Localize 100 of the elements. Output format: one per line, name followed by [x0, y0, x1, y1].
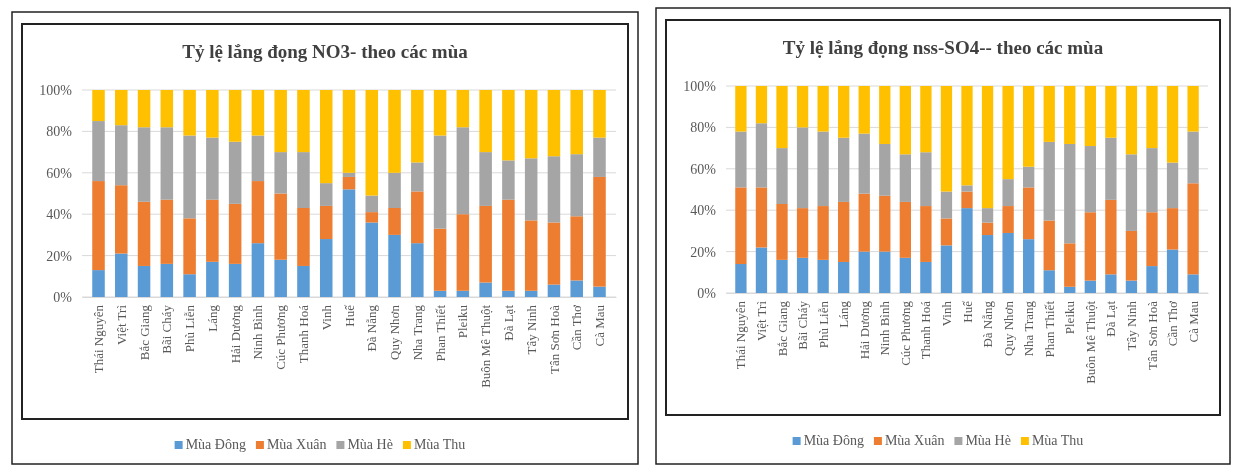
x-tick-label: Cúc Phương	[897, 300, 913, 366]
bar	[433, 135, 447, 229]
bar	[858, 86, 870, 134]
bar	[1084, 280, 1096, 293]
bar	[1166, 86, 1179, 163]
x-tick-label: Cần Thơ	[1165, 299, 1181, 347]
bar	[961, 185, 973, 192]
legend-label: Mùa Hè	[965, 433, 1011, 448]
x-tick-label: Phan Thiết	[432, 304, 448, 362]
bar	[297, 90, 310, 153]
bar	[1023, 187, 1035, 240]
x-tick-label: Huế	[959, 299, 975, 323]
bar	[593, 286, 606, 297]
bar	[502, 199, 515, 291]
bar	[547, 90, 561, 157]
x-tick-label: Ninh Bình	[250, 304, 266, 360]
bar	[879, 86, 891, 144]
x-tick-label: Pleiku	[455, 304, 471, 339]
y-tick-label: 20%	[46, 248, 73, 264]
bar	[251, 243, 265, 297]
x-tick-label: Pleiku	[1062, 300, 1078, 335]
bar	[1064, 143, 1076, 244]
bar	[479, 282, 492, 297]
bar	[817, 206, 829, 260]
bar	[1125, 154, 1138, 231]
legend-label: Mùa Xuân	[884, 433, 945, 448]
bar	[183, 135, 196, 219]
x-tick-label: Tân Sơn Hoà	[1144, 300, 1160, 370]
bar	[160, 90, 174, 128]
bar	[1002, 232, 1014, 293]
x-tick-label: Nha Trang	[409, 304, 425, 361]
bar	[1166, 249, 1179, 293]
chart-title: Tỷ lệ lắng đọng NO3- theo các mùa	[182, 41, 469, 62]
bar	[755, 86, 768, 124]
bar	[1187, 183, 1199, 275]
bar	[342, 172, 356, 177]
bar	[1002, 206, 1014, 233]
bar	[981, 222, 994, 236]
bar	[137, 90, 151, 128]
bar	[251, 135, 265, 182]
legend-label: Mùa Đông	[185, 437, 246, 452]
bar	[981, 235, 994, 293]
x-tick-label: Buôn Mê Thuột	[478, 304, 494, 388]
bar	[115, 90, 128, 126]
bar	[251, 90, 265, 136]
legend-label: Mùa Hè	[347, 437, 393, 452]
bar	[796, 208, 809, 258]
bar	[1023, 166, 1035, 188]
x-tick-label: Hải Dương	[856, 300, 872, 360]
bar	[1043, 270, 1055, 293]
bar	[838, 201, 850, 262]
bar	[1064, 286, 1076, 293]
x-tick-label: Thái Nguyên	[91, 304, 107, 374]
bar	[228, 90, 242, 142]
bar	[456, 127, 470, 215]
bar	[388, 207, 401, 235]
bar	[411, 90, 424, 163]
bar	[183, 218, 196, 275]
bar	[183, 90, 196, 136]
y-tick-label: 0%	[53, 289, 73, 305]
bar	[456, 290, 470, 297]
bar	[920, 86, 932, 153]
x-tick-label: Việt Trì	[754, 300, 770, 342]
bar	[1084, 86, 1096, 147]
bar	[570, 90, 583, 155]
bar	[796, 86, 809, 128]
bar	[319, 90, 333, 184]
bar	[920, 206, 932, 262]
bar	[755, 247, 768, 293]
bar	[796, 127, 809, 209]
bar	[115, 125, 128, 186]
bar	[1023, 86, 1035, 167]
x-tick-label: Bắc Giang	[774, 300, 790, 357]
bar	[274, 193, 287, 260]
bar	[319, 205, 333, 240]
bar	[1146, 148, 1158, 213]
bar	[206, 199, 219, 262]
bar	[502, 290, 515, 297]
bar	[858, 133, 870, 194]
x-tick-label: Thanh Hoá	[296, 304, 312, 364]
bar	[838, 261, 850, 293]
bar	[206, 261, 219, 297]
bar	[115, 185, 128, 254]
x-tick-label: Vinh	[318, 304, 334, 331]
bar	[1064, 243, 1076, 287]
bar	[1125, 86, 1138, 155]
x-tick-label: Cà Mau	[592, 304, 608, 347]
bar	[879, 143, 891, 196]
bar	[838, 137, 850, 202]
bar	[1043, 220, 1055, 271]
bar	[735, 187, 747, 265]
y-tick-label: 100%	[39, 82, 73, 98]
bar	[1043, 86, 1055, 142]
x-tick-label: Huế	[341, 303, 357, 327]
bar	[570, 216, 583, 281]
bar	[524, 158, 538, 221]
bar	[319, 239, 333, 297]
bar	[940, 86, 953, 192]
bar	[817, 86, 829, 132]
bar	[479, 152, 492, 206]
